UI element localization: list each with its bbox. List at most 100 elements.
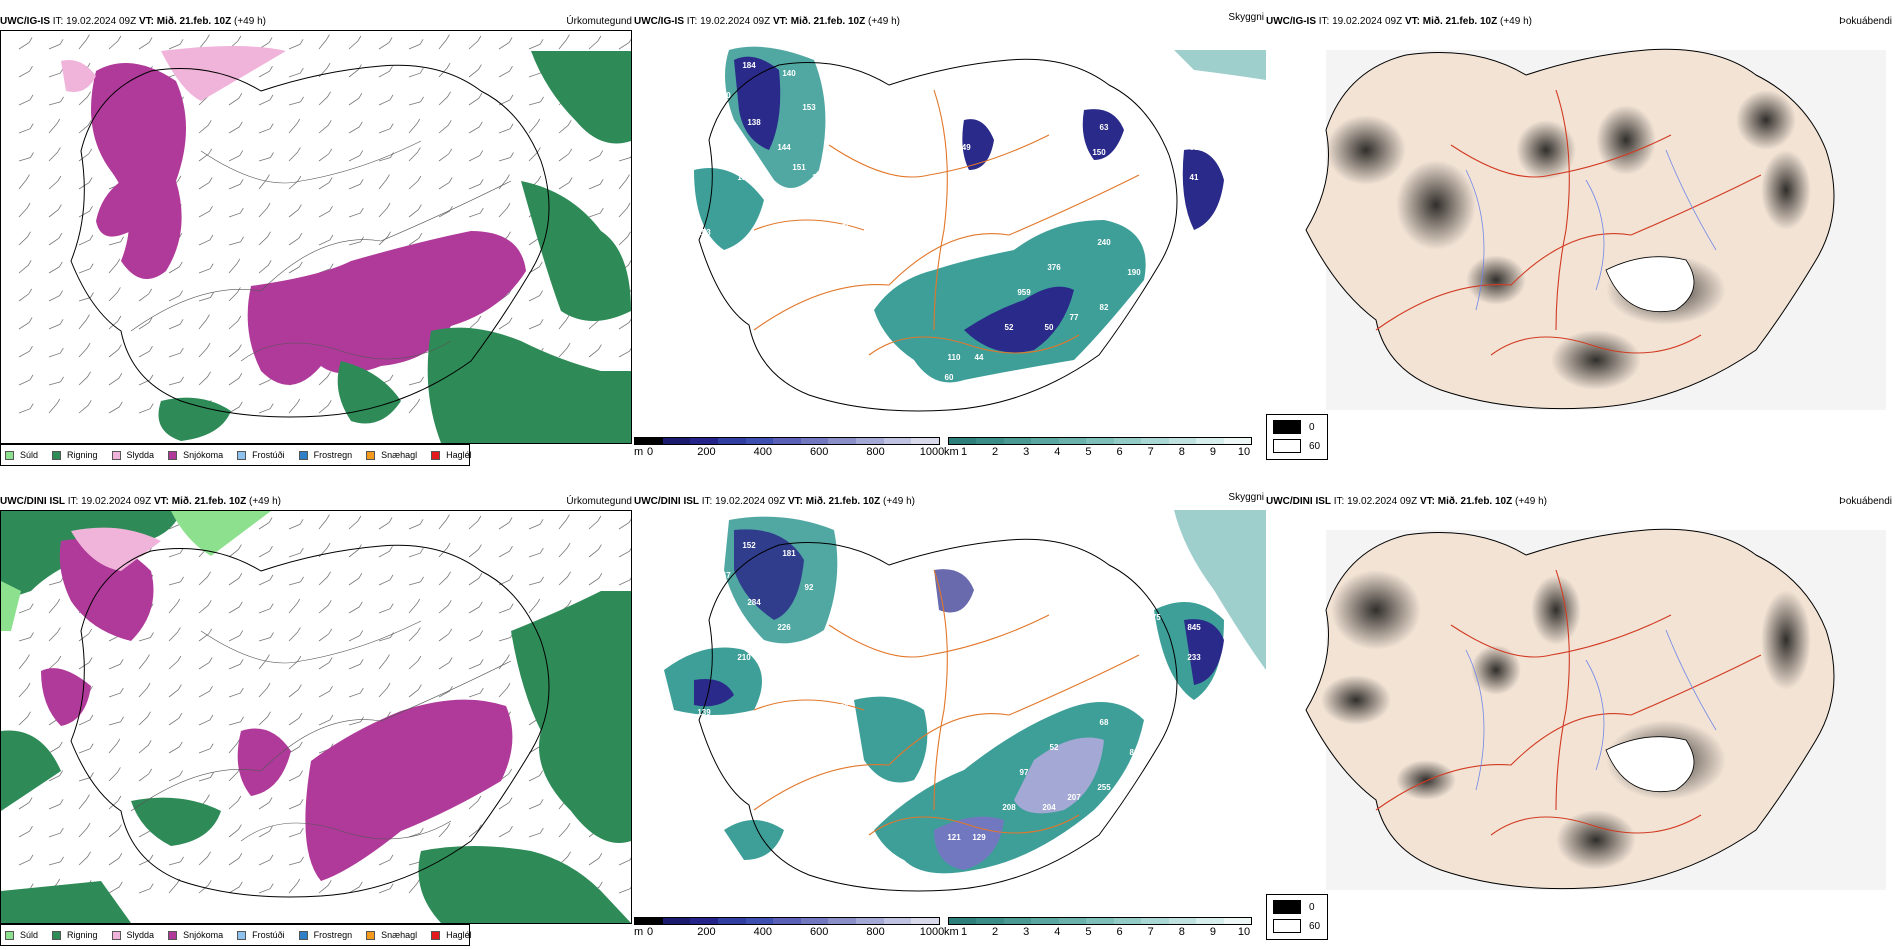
wind-barb <box>168 856 184 866</box>
cloud-height-labels: 152 181 167 92 284 226 65 210 73 563 139 76 987 531 37… <box>697 541 1201 842</box>
wind-barb <box>558 177 573 190</box>
wind-barb <box>318 234 334 246</box>
precip-type-legend: Súld Rigning Slydda Snjókoma Frostúði Fr… <box>0 444 472 466</box>
wind-barb <box>48 118 61 134</box>
cloud-height-label: 150 <box>1092 148 1106 157</box>
cloud-height-label: 845 <box>1187 623 1201 632</box>
wind-barb <box>78 822 91 838</box>
wind-barb <box>198 34 210 50</box>
wind-barb <box>498 37 513 50</box>
wind-barb <box>228 572 243 586</box>
cloud-height-label: 149 <box>957 143 971 152</box>
colorbar-step <box>1003 918 1032 924</box>
wind-barb <box>318 880 332 894</box>
wind-barb <box>468 795 482 810</box>
visibility-panel-bottom: UWC/DINI ISL IT: 19.02.2024 09Z VT: Mið.… <box>634 492 1266 944</box>
cloud-height-label: 84 <box>1150 133 1159 142</box>
colorbar-step <box>745 438 774 444</box>
wind-barb <box>108 236 124 246</box>
wind-barb <box>18 260 32 274</box>
wind-barb <box>468 64 482 78</box>
model-name: UWC/DINI ISL <box>1266 496 1331 507</box>
cloud-height-label: 959 <box>1017 288 1031 297</box>
wind-barb <box>18 345 33 358</box>
visibility-map-svg: 184 140 210 153 138 144 151 155 303 80 153 155 106 14… <box>694 46 1266 412</box>
wind-barb <box>318 542 331 558</box>
wind-barb <box>198 120 212 134</box>
wind-barb <box>438 542 451 558</box>
wind-barb <box>288 655 302 670</box>
model-name: UWC/IG-IS <box>0 16 50 27</box>
colorbar-tick-label: 600 <box>810 446 829 458</box>
cloud-height-label: 204 <box>1042 803 1056 812</box>
wind-barb <box>198 600 212 614</box>
wind-barb <box>78 657 93 670</box>
init-time: IT: 19.02.2024 09Z <box>701 496 786 507</box>
wind-barb <box>498 545 513 558</box>
wind-barb <box>408 204 422 218</box>
wind-barb <box>348 35 362 50</box>
wind-barb <box>48 290 64 302</box>
wind-barb <box>48 204 62 218</box>
cloud-height-label: 153 <box>697 228 711 237</box>
precip-panel-top: UWC/IG-IS IT: 19.02.2024 09Z VT: Mið. 21… <box>0 14 634 466</box>
wind-barb <box>468 315 482 330</box>
colorbar-step <box>662 918 691 924</box>
cloud-height-label: 210 <box>717 91 731 100</box>
precip-map[interactable] <box>0 30 632 444</box>
wind-barb <box>348 207 364 218</box>
wind-barb <box>258 202 271 218</box>
wind-barb <box>108 852 123 866</box>
cloud-height-label: 226 <box>777 623 791 632</box>
legend-item: Slydda <box>111 930 154 940</box>
wind-barb <box>18 123 34 134</box>
wind-barb <box>318 177 333 190</box>
colorbar-step <box>911 438 940 444</box>
wind-barb <box>288 598 301 614</box>
wind-barb <box>618 347 631 358</box>
colorbar-step <box>1196 438 1224 444</box>
cloud-height-label: 208 <box>1002 803 1016 812</box>
valid-time: VT: Mið. 21.feb. 10Z <box>787 496 881 507</box>
cloud-height-colorbar: m 0 200 400 600 800 1000 <box>634 917 944 939</box>
init-time: IT: 19.02.2024 09Z <box>1318 16 1403 27</box>
visibility-map[interactable]: 152 181 167 92 284 226 65 210 73 563 139 76 987 531 37… <box>634 510 1266 910</box>
wind-barb <box>378 682 391 698</box>
precip-map[interactable] <box>0 510 632 924</box>
visibility-map[interactable]: 184 140 210 153 138 144 151 155 303 80 153 155 106 14… <box>634 30 1266 430</box>
legend-swatch <box>5 450 14 460</box>
visibility-bar <box>948 917 1252 925</box>
wind-barb <box>498 65 513 78</box>
colorbar-tick-label: 1 <box>960 446 968 458</box>
wind-barb <box>408 96 424 106</box>
cloud-height-label: 151 <box>792 163 806 172</box>
colorbar-step <box>1196 918 1224 924</box>
wind-barb <box>528 39 544 50</box>
wind-barb <box>258 231 271 246</box>
wind-barb <box>618 547 631 558</box>
wind-barb <box>48 261 63 274</box>
colorbar-step <box>1223 438 1251 444</box>
wind-barb <box>48 770 64 782</box>
wind-barb <box>318 400 332 414</box>
ceiling-map[interactable] <box>1266 30 1898 430</box>
wind-barb <box>288 398 301 414</box>
cloud-height-label: 129 <box>972 833 986 842</box>
wind-barb <box>168 684 182 698</box>
wind-barb <box>228 315 242 330</box>
legend-swatch <box>1273 919 1301 933</box>
wind-barb <box>78 714 94 726</box>
precip-type-legend: Súld Rigning Slydda Snjókoma Frostúði Fr… <box>0 924 472 946</box>
ceiling-map[interactable] <box>1266 510 1898 910</box>
wind-barb <box>108 258 121 274</box>
wind-barb <box>348 179 364 190</box>
colorbar-step <box>690 438 718 444</box>
wind-barb <box>498 797 513 810</box>
wind-barb <box>138 632 154 642</box>
wind-barb <box>288 67 304 78</box>
cloud-height-label: 12 <box>870 383 879 392</box>
wind-barb <box>288 261 303 274</box>
wind-barb <box>18 94 34 106</box>
precip-areas <box>1 511 631 923</box>
wind-barb <box>18 854 34 866</box>
